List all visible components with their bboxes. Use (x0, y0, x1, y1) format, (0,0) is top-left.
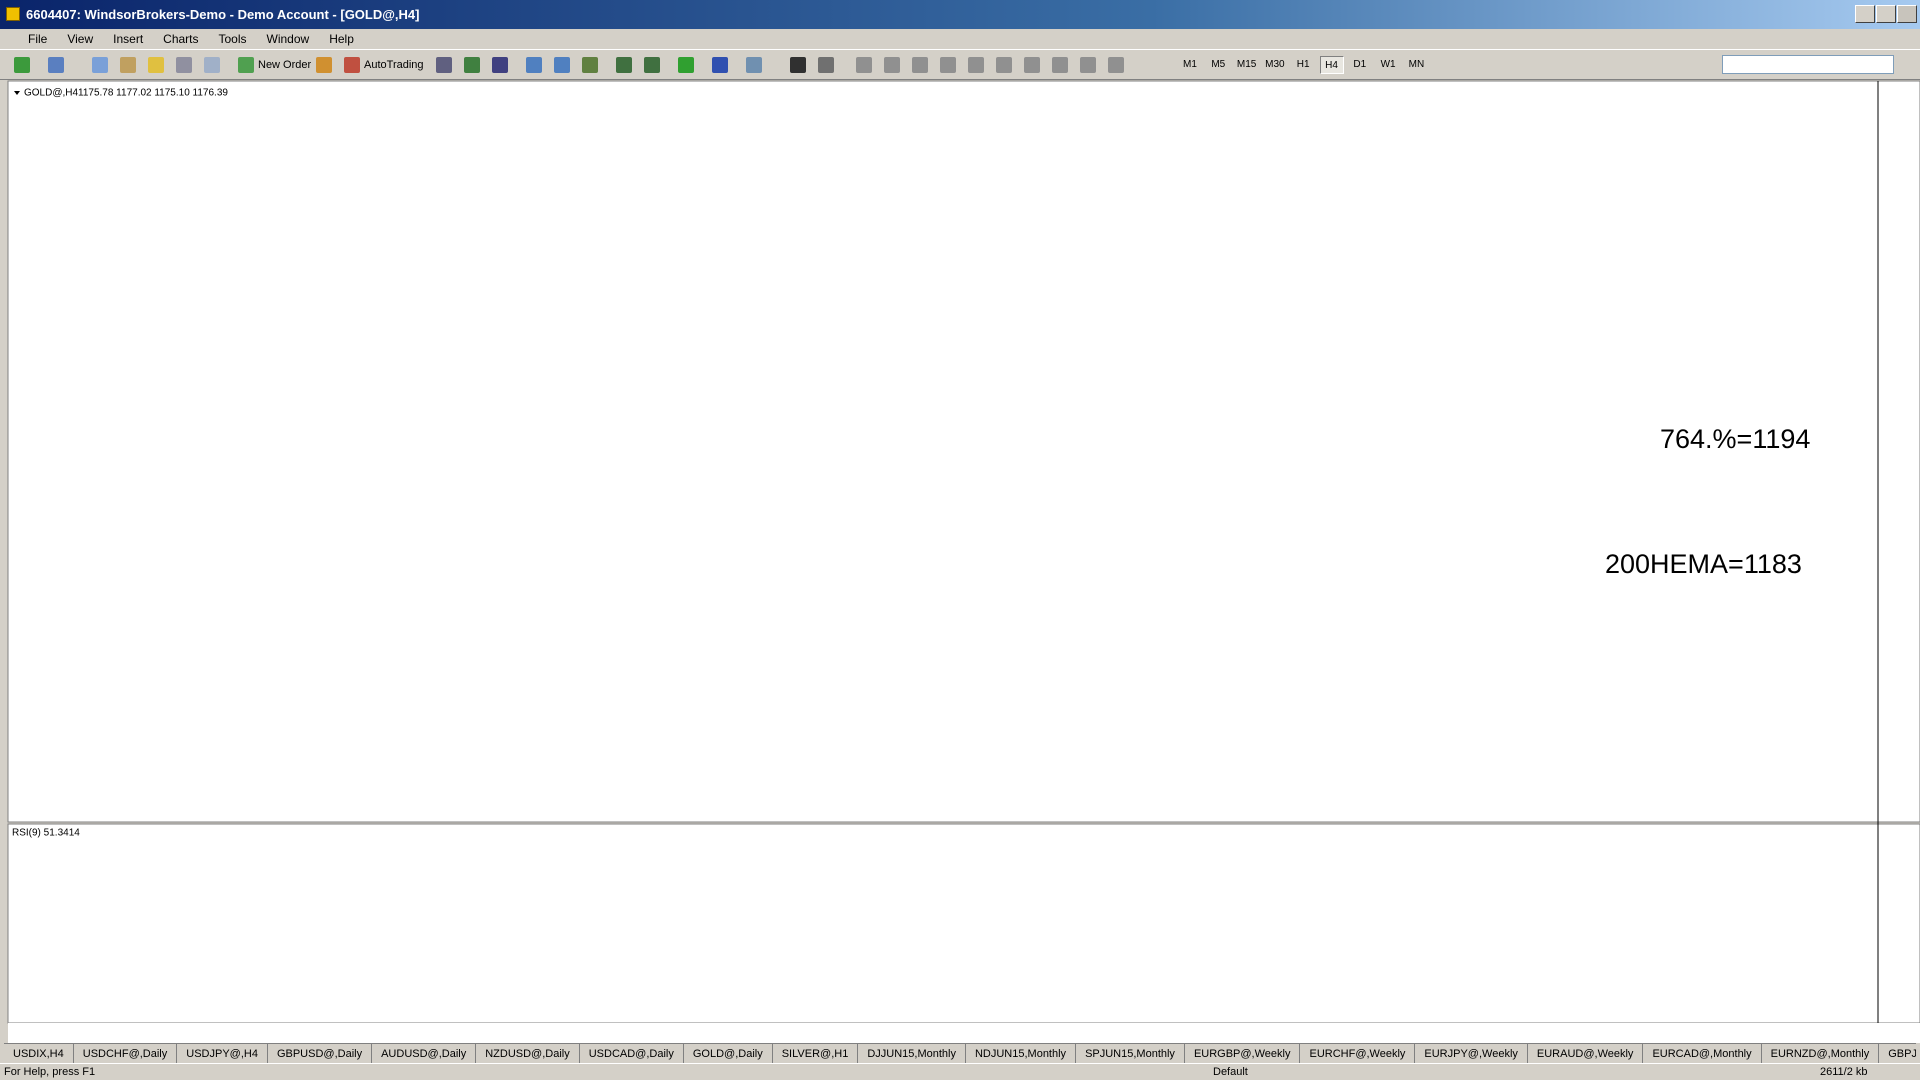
line-chart-icon[interactable] (492, 57, 508, 73)
rsi-panel (7, 823, 1920, 1024)
timeframe-button[interactable]: H4 (1319, 56, 1344, 74)
new-order-icon[interactable] (238, 57, 254, 73)
terminal-icon[interactable] (176, 57, 192, 73)
chart-area: GOLD@,H4 1175.78 1177.02 1175.10 1176.39… (0, 80, 1920, 1043)
label-icon[interactable] (1024, 57, 1040, 73)
maximize-button[interactable] (1876, 5, 1896, 23)
close-button[interactable] (1897, 5, 1917, 23)
chart-ohlc: 1175.78 1177.02 1175.10 1176.39 (78, 88, 228, 99)
trendline-icon[interactable] (912, 57, 928, 73)
market-watch-icon[interactable] (92, 57, 108, 73)
status-profile: Default (1213, 1066, 1248, 1078)
rsi-title: RSI(9) 51.3414 (12, 828, 80, 839)
chart-symbol: GOLD@,H4 (24, 88, 78, 99)
chart-tab[interactable]: USDCHF@,Daily (74, 1044, 178, 1064)
timeframe-button[interactable]: M15 (1236, 59, 1257, 70)
timeframe-button[interactable]: M1 (1183, 59, 1197, 70)
chart-tab[interactable]: EURGBP@,Weekly (1185, 1044, 1301, 1064)
navigator-icon[interactable] (148, 57, 164, 73)
annotation: 764.%=1194 (1660, 424, 1810, 454)
chart-shift-icon[interactable] (644, 57, 660, 73)
new-chart-icon[interactable] (14, 57, 30, 73)
chart-tab[interactable]: AUDUSD@,Daily (372, 1044, 477, 1064)
hline-icon[interactable] (884, 57, 900, 73)
tester-icon[interactable] (204, 57, 220, 73)
chart-tab[interactable]: DJJUN15,Monthly (858, 1044, 966, 1064)
new-order-button[interactable]: New Order (258, 59, 312, 71)
chart-tab[interactable]: GBPUSD@,Daily (268, 1044, 373, 1064)
indicators-icon[interactable] (678, 57, 694, 73)
timeframe-button[interactable]: M30 (1265, 59, 1285, 70)
status-traffic: 2611/2 kb (1820, 1066, 1868, 1078)
periods-icon[interactable] (712, 57, 728, 73)
menu-item[interactable]: File (28, 32, 48, 46)
time-axis (8, 1023, 1920, 1043)
autotrading-button[interactable]: AutoTrading (364, 59, 424, 71)
chart-tab[interactable]: GOLD@,Daily (684, 1044, 773, 1064)
candles-icon[interactable] (464, 57, 480, 73)
templates-icon[interactable] (746, 57, 762, 73)
timeframe-button[interactable]: D1 (1353, 59, 1367, 70)
chart-tab[interactable]: EURJPY@,Weekly (1415, 1044, 1528, 1064)
chart-tab[interactable]: USDCAD@,Daily (580, 1044, 684, 1064)
chart-tab[interactable]: EURAUD@,Weekly (1528, 1044, 1644, 1064)
fibo-icon[interactable] (968, 57, 984, 73)
chart-tab[interactable]: USDIX,H4 (4, 1044, 74, 1064)
app-icon (6, 7, 20, 21)
chart-tab[interactable]: NZDUSD@,Daily (476, 1044, 580, 1064)
zoom-in-icon[interactable] (526, 57, 542, 73)
title-bar: 6604407: WindsorBrokers-Demo - Demo Acco… (0, 0, 1920, 29)
annotation: 200HEMA=1183 (1605, 549, 1802, 579)
menu-item[interactable]: Help (329, 32, 354, 46)
menu-item[interactable]: Window (266, 32, 310, 46)
menu-bar: File View Insert Charts Tools Window Help (0, 29, 1920, 49)
header-arrow (14, 91, 20, 95)
chart-tab[interactable]: GBPJPY@,Weekly (1879, 1044, 1916, 1064)
window-title: 6604407: WindsorBrokers-Demo - Demo Acco… (26, 7, 420, 22)
chart-tab[interactable]: EURCAD@,Monthly (1643, 1044, 1762, 1064)
arrows-icon[interactable] (1108, 57, 1124, 73)
main-panel (7, 80, 1920, 823)
fan-icon[interactable] (1052, 57, 1068, 73)
tile-icon[interactable] (582, 57, 598, 73)
autoscroll-icon[interactable] (616, 57, 632, 73)
menu-item[interactable]: Charts (163, 32, 199, 46)
experts-icon[interactable] (316, 57, 332, 73)
status-bar: For Help, press F1 Default 2611/2 kb (0, 1063, 1920, 1080)
channel-icon[interactable] (940, 57, 956, 73)
chart-tab[interactable]: EURNZD@,Monthly (1762, 1044, 1880, 1064)
chart-tab[interactable]: SILVER@,H1 (773, 1044, 859, 1064)
chart-tab[interactable]: NDJUN15,Monthly (966, 1044, 1077, 1064)
chart-tabs: USDIX,H4 USDCHF@,Daily USDJPY@,H4 GBPUSD@,D… (4, 1043, 1916, 1064)
status-help: For Help, press F1 (4, 1066, 96, 1078)
bar-chart-icon[interactable] (436, 57, 452, 73)
arc-icon[interactable] (1080, 57, 1096, 73)
crosshair-icon[interactable] (818, 57, 834, 73)
timeframe-button[interactable]: W1 (1380, 59, 1396, 70)
profiles-icon[interactable] (48, 57, 64, 73)
autotrading-icon[interactable] (344, 57, 360, 73)
text-icon[interactable] (996, 57, 1012, 73)
timeframe-button[interactable]: MN (1408, 59, 1425, 70)
data-window-icon[interactable] (120, 57, 136, 73)
search-box[interactable] (1722, 55, 1894, 74)
vline-icon[interactable] (856, 57, 872, 73)
toolbar: New Order AutoTrading M1 M5 M15 M30 H1 H4 D1 W1… (0, 49, 1920, 80)
menu-item[interactable]: View (67, 32, 94, 46)
timeframe-button[interactable]: H1 (1296, 59, 1310, 70)
minimize-button[interactable] (1855, 5, 1875, 23)
menu-item[interactable]: Insert (113, 32, 144, 46)
chart-tab[interactable]: SPJUN15,Monthly (1076, 1044, 1185, 1064)
chart-tab[interactable]: EURCHF@,Weekly (1300, 1044, 1416, 1064)
chart-tab[interactable]: USDJPY@,H4 (177, 1044, 268, 1064)
zoom-out-icon[interactable] (554, 57, 570, 73)
timeframe-button[interactable]: M5 (1211, 59, 1226, 70)
cursor-icon[interactable] (790, 57, 806, 73)
menu-item[interactable]: Tools (218, 32, 247, 46)
